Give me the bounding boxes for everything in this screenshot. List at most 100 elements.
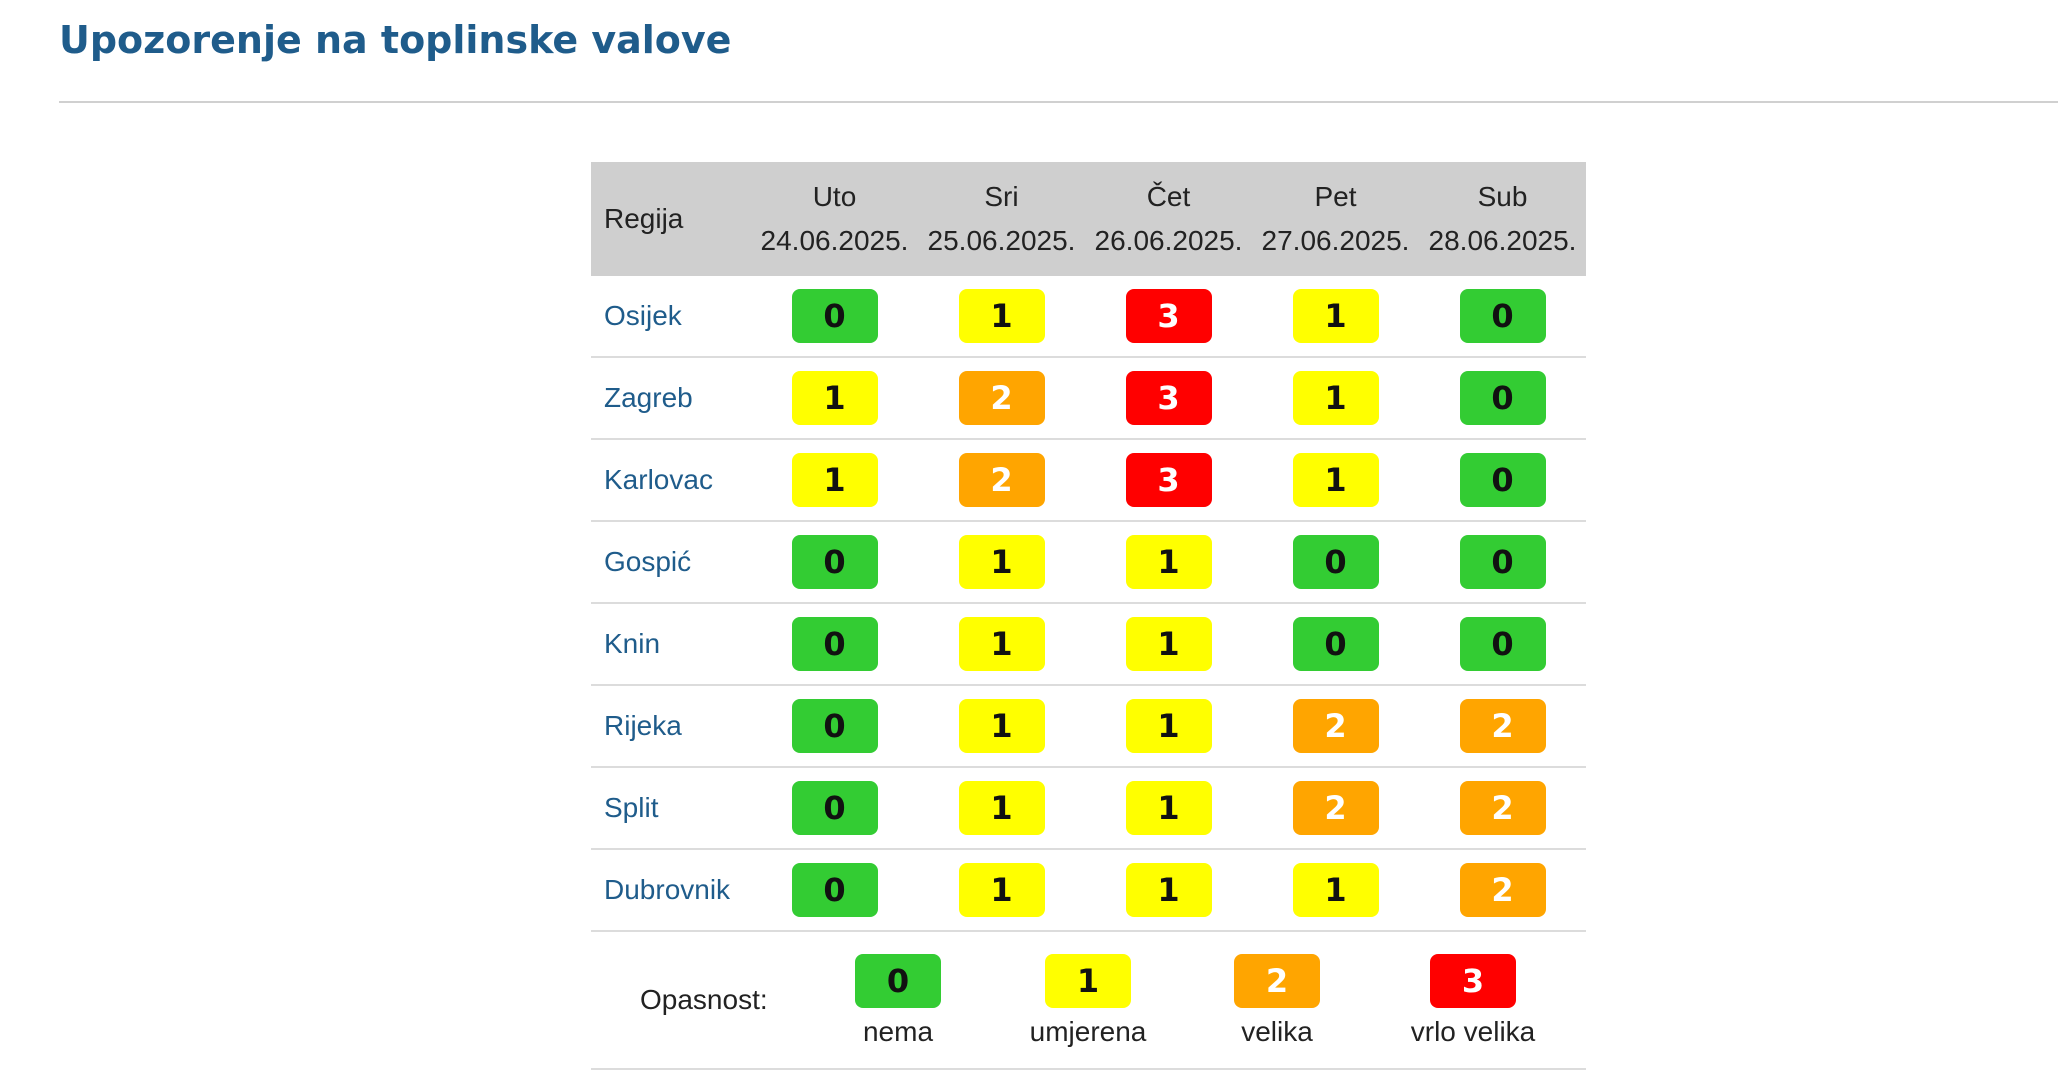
day-column-header: Čet 26.06.2025.: [1085, 162, 1252, 276]
legend-text: velika: [1241, 1016, 1313, 1047]
level-cell: 1: [918, 767, 1085, 850]
warning-level-badge: 1: [791, 453, 878, 507]
warning-level-badge: 0: [1292, 617, 1379, 671]
warning-level-badge: 0: [1292, 535, 1379, 589]
level-cell: 1: [918, 849, 1085, 932]
heatwave-warning-table: Regija Uto 24.06.2025. Sri 25.06.2025. Č…: [591, 162, 1586, 1070]
warning-level-badge: 3: [1125, 289, 1212, 343]
warning-level-badge: 2: [1292, 699, 1379, 753]
table-header-row: Regija Uto 24.06.2025. Sri 25.06.2025. Č…: [591, 162, 1586, 276]
warning-level-badge: 1: [1125, 699, 1212, 753]
level-cell: 0: [1419, 357, 1586, 440]
table-row: Knin 0 1 1 0 0: [591, 603, 1586, 686]
legend-label: Opasnost:: [640, 984, 768, 1015]
legend: Opasnost: 0 nema 1 umjerena 2 velika 3: [591, 931, 1586, 1070]
warning-level-badge: 1: [958, 781, 1045, 835]
level-cell: 2: [1252, 767, 1419, 850]
day-column-header: Sub 28.06.2025.: [1419, 162, 1586, 276]
level-cell: 0: [751, 685, 918, 768]
table-row: Osijek 0 1 3 1 0: [591, 276, 1586, 358]
level-cell: 1: [751, 439, 918, 522]
warning-level-badge: 0: [791, 617, 878, 671]
warning-level-badge: 2: [1459, 781, 1546, 835]
page-title: Upozorenje na toplinske valove: [59, 18, 732, 62]
level-cell: 2: [1419, 685, 1586, 768]
region-link-osijek[interactable]: Osijek: [604, 300, 682, 331]
level-cell: 2: [918, 357, 1085, 440]
level-cell: 1: [1085, 603, 1252, 686]
region-cell: Dubrovnik: [591, 849, 751, 932]
level-cell: 1: [918, 685, 1085, 768]
day-date: 27.06.2025.: [1261, 225, 1410, 256]
legend-level-badge: 1: [1045, 954, 1131, 1008]
level-cell: 0: [1419, 276, 1586, 358]
level-cell: 3: [1085, 276, 1252, 358]
day-date: 25.06.2025.: [927, 225, 1076, 256]
warning-level-badge: 1: [958, 289, 1045, 343]
region-cell: Rijeka: [591, 685, 751, 768]
legend-text: nema: [862, 1016, 934, 1047]
level-cell: 1: [1085, 685, 1252, 768]
warning-level-badge: 1: [1292, 453, 1379, 507]
warning-level-badge: 0: [1459, 453, 1546, 507]
warning-level-badge: 2: [1459, 863, 1546, 917]
region-link-gospic[interactable]: Gospić: [604, 546, 692, 577]
level-cell: 0: [751, 767, 918, 850]
level-cell: 1: [1252, 439, 1419, 522]
day-date: 26.06.2025.: [1094, 225, 1243, 256]
warning-level-badge: 0: [1459, 371, 1546, 425]
day-column-header: Sri 25.06.2025.: [918, 162, 1085, 276]
region-link-rijeka[interactable]: Rijeka: [604, 710, 682, 741]
warning-level-badge: 0: [791, 781, 878, 835]
table-row: Gospić 0 1 1 0 0: [591, 521, 1586, 604]
level-cell: 0: [1252, 521, 1419, 604]
warning-level-badge: 1: [958, 699, 1045, 753]
region-cell: Zagreb: [591, 357, 751, 440]
level-cell: 0: [1419, 521, 1586, 604]
legend-level-badge: 3: [1430, 954, 1516, 1008]
warning-level-badge: 3: [1125, 371, 1212, 425]
region-link-dubrovnik[interactable]: Dubrovnik: [604, 874, 731, 905]
day-name: Sri: [984, 181, 1019, 212]
region-link-karlovac[interactable]: Karlovac: [604, 464, 713, 495]
region-link-knin[interactable]: Knin: [604, 628, 661, 659]
level-cell: 1: [1252, 357, 1419, 440]
level-cell: 1: [1252, 276, 1419, 358]
warning-level-badge: 0: [791, 535, 878, 589]
warning-level-badge: 1: [1125, 781, 1212, 835]
level-cell: 0: [1252, 603, 1419, 686]
level-cell: 2: [1252, 685, 1419, 768]
level-cell: 1: [751, 357, 918, 440]
warning-level-badge: 0: [791, 863, 878, 917]
region-cell: Karlovac: [591, 439, 751, 522]
table-row: Zagreb 1 2 3 1 0: [591, 357, 1586, 440]
warning-level-badge: 2: [958, 371, 1045, 425]
region-link-split[interactable]: Split: [604, 792, 659, 823]
level-cell: 1: [1085, 767, 1252, 850]
warning-level-badge: 0: [1459, 617, 1546, 671]
level-cell: 3: [1085, 439, 1252, 522]
warning-level-badge: 1: [1125, 863, 1212, 917]
warning-level-badge: 0: [1459, 535, 1546, 589]
warning-level-badge: 2: [958, 453, 1045, 507]
legend-row: Opasnost: 0 nema 1 umjerena 2 velika 3: [591, 931, 1586, 1070]
level-cell: 0: [1419, 439, 1586, 522]
region-link-zagreb[interactable]: Zagreb: [604, 382, 693, 413]
table-row: Split 0 1 1 2 2: [591, 767, 1586, 850]
legend-item-moderate: 1 umjerena: [998, 954, 1178, 1048]
region-cell: Split: [591, 767, 751, 850]
level-cell: 1: [1252, 849, 1419, 932]
warning-level-badge: 1: [958, 617, 1045, 671]
warning-level-badge: 1: [1125, 535, 1212, 589]
warning-level-badge: 1: [958, 863, 1045, 917]
day-name: Sub: [1477, 181, 1528, 212]
warning-level-badge: 1: [1292, 863, 1379, 917]
warning-level-badge: 0: [1459, 289, 1546, 343]
warning-level-badge: 1: [1125, 617, 1212, 671]
legend-item-none: 0 nema: [808, 954, 988, 1048]
warning-level-badge: 2: [1459, 699, 1546, 753]
warning-level-badge: 1: [1292, 371, 1379, 425]
level-cell: 1: [1085, 521, 1252, 604]
level-cell: 0: [1419, 603, 1586, 686]
region-column-header: Regija: [591, 162, 751, 276]
